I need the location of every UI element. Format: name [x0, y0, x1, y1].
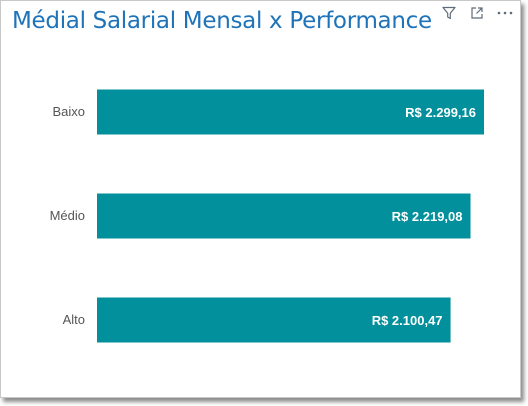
data-label-baixo: R$ 2.299,16	[405, 105, 476, 120]
more-options-icon[interactable]	[496, 5, 514, 21]
bar-baixo[interactable]	[97, 89, 484, 135]
focus-mode-icon[interactable]	[468, 5, 486, 21]
visual-header-toolbar	[440, 5, 514, 21]
bar-medio[interactable]	[97, 193, 471, 239]
category-label-baixo: Baixo	[52, 104, 85, 119]
filter-icon[interactable]	[440, 5, 458, 21]
data-label-alto: R$ 2.100,47	[372, 313, 443, 328]
bar-alto[interactable]	[97, 297, 451, 343]
chart-title: Médial Salarial Mensal x Performance	[12, 8, 432, 34]
bar-chart-plot: Baixo R$ 2.299,16 Médio R$ 2.219,08 Alto R$ 2…	[50, 89, 484, 343]
category-label-medio: Médio	[50, 208, 85, 223]
category-label-alto: Alto	[63, 312, 85, 327]
chart-card: Médial Salarial Mensal x Performance Bai…	[0, 0, 521, 398]
data-label-medio: R$ 2.219,08	[392, 209, 463, 224]
